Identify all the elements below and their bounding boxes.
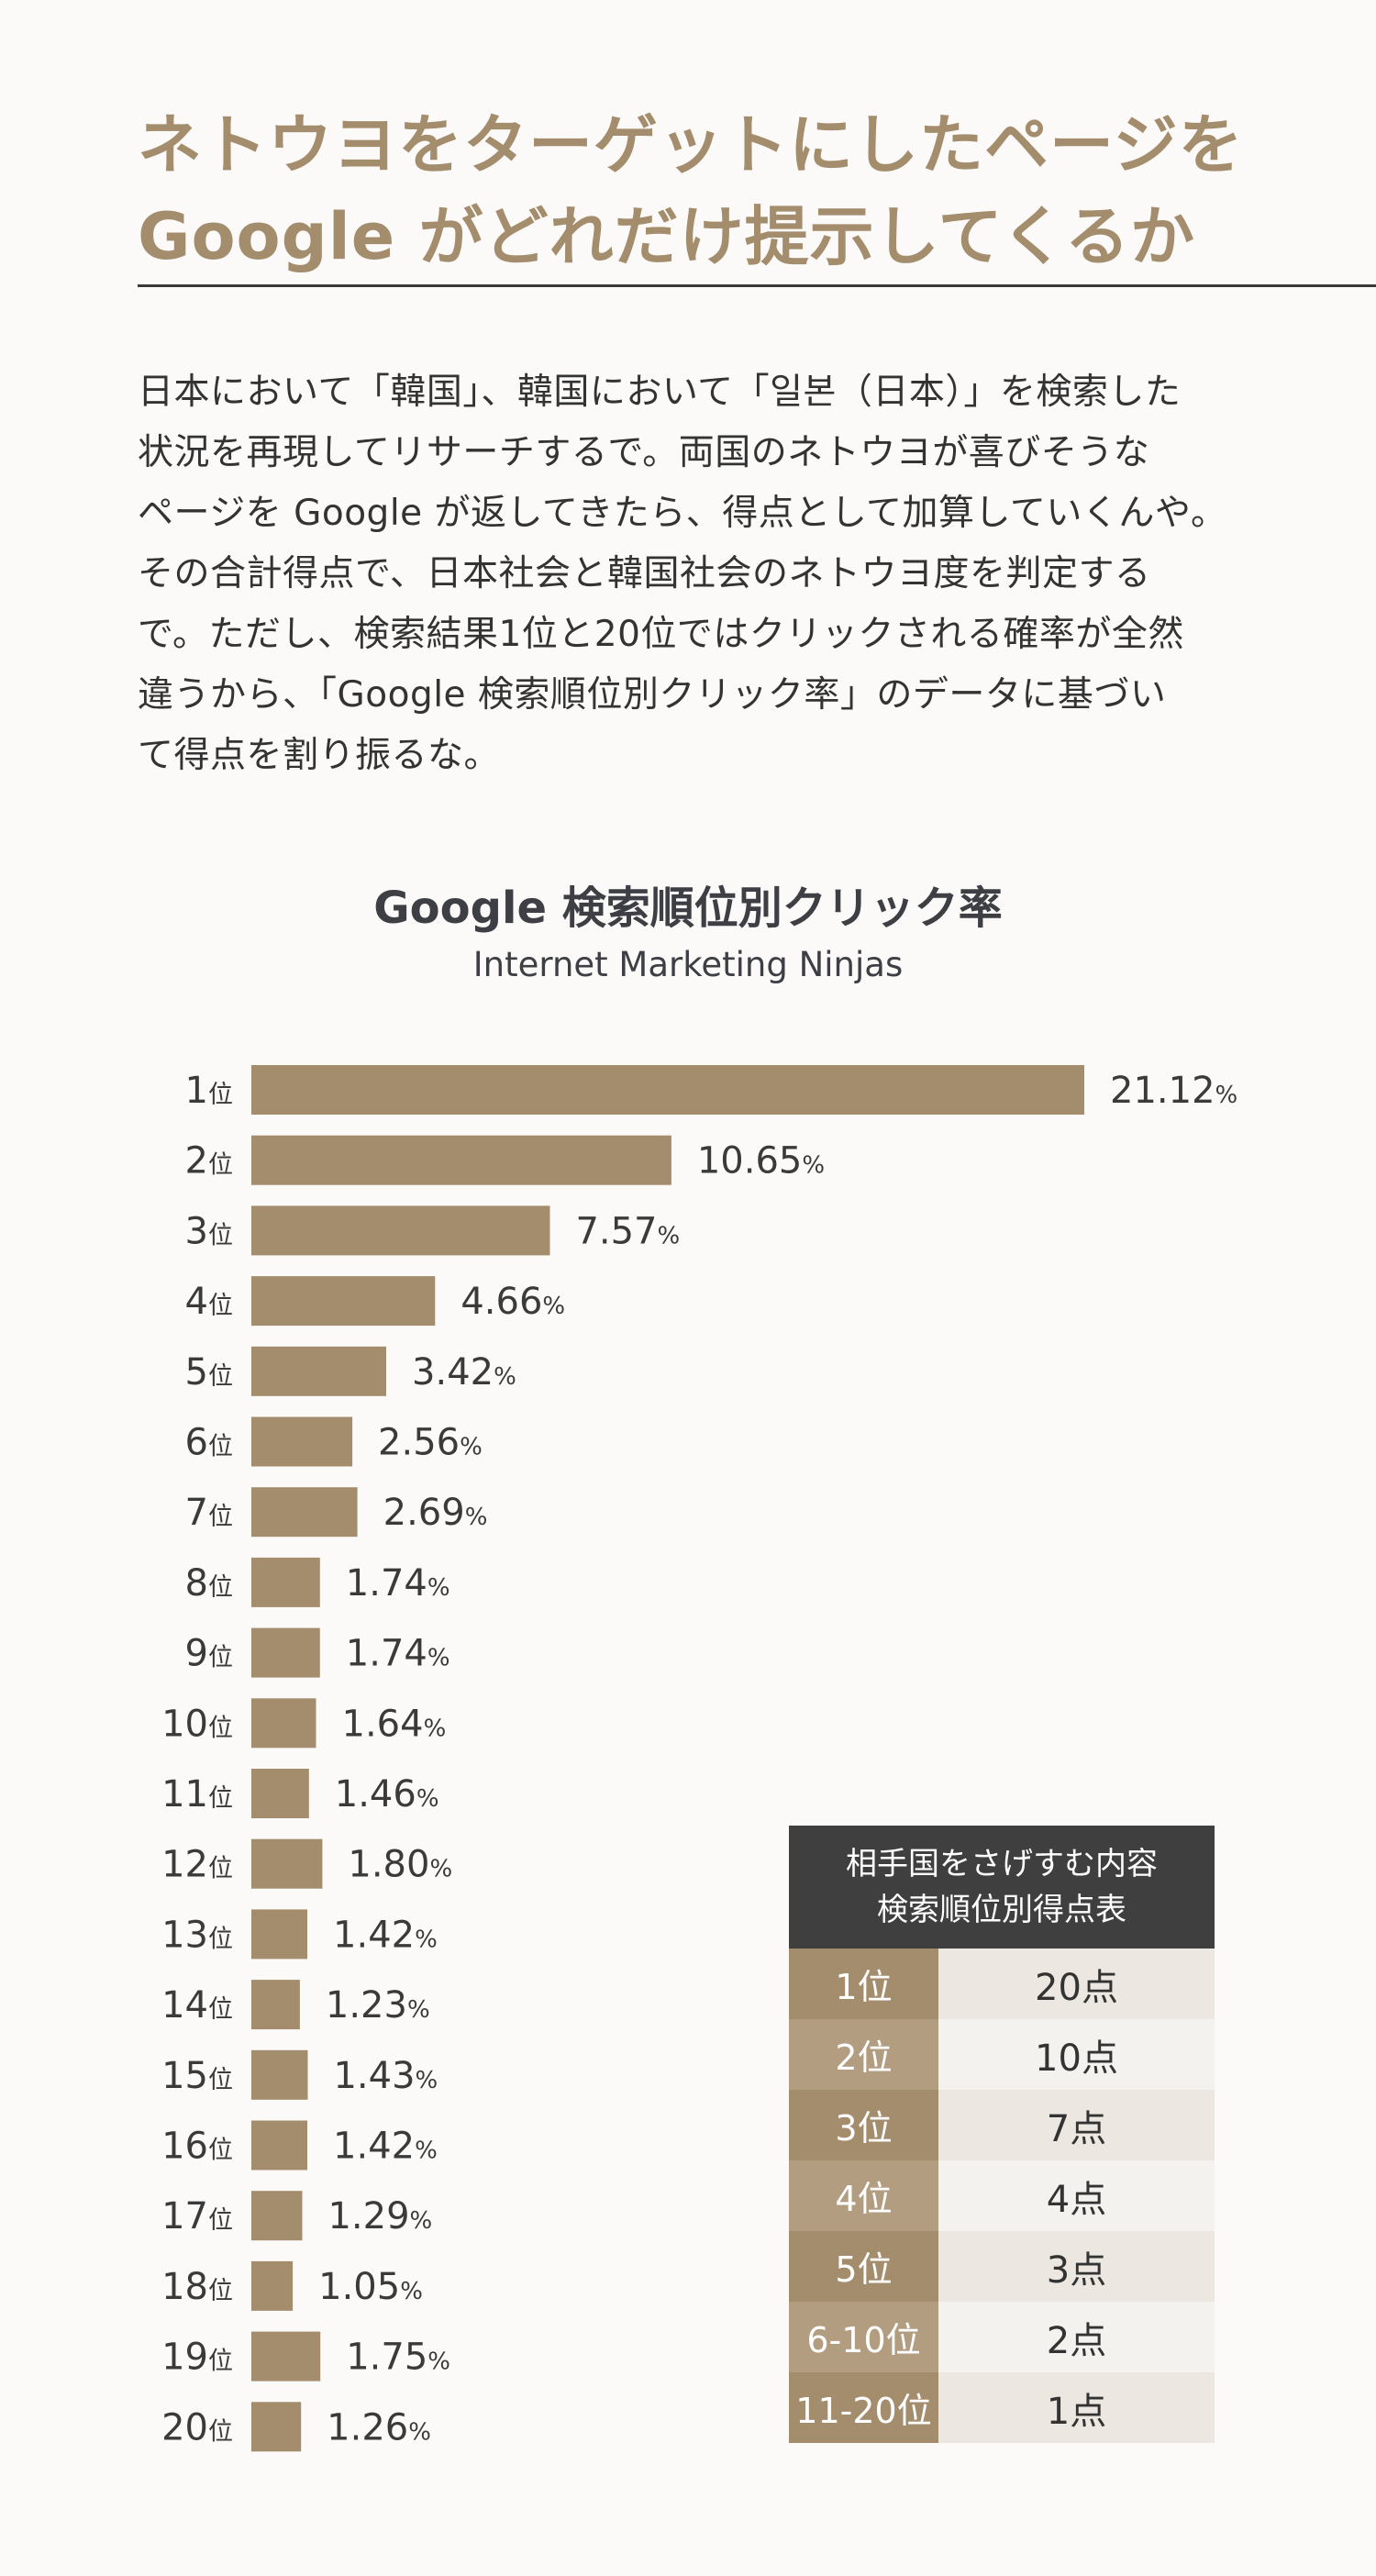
value-label: 1.05%	[318, 2266, 423, 2308]
score-points-cell: 10点	[938, 2019, 1215, 2090]
score-points-cell: 7点	[938, 2090, 1215, 2160]
category-label: 14位	[161, 1984, 233, 2026]
chart-title: Google 検索順位別クリック率	[373, 883, 1003, 934]
intro-line: 違うから、「Google 検索順位別クリック率」のデータに基づい	[138, 674, 1167, 716]
category-label: 1位	[185, 1070, 233, 1112]
value-label: 1.26%	[327, 2406, 431, 2448]
bar	[251, 1205, 550, 1256]
value-label: 4.66%	[461, 1281, 565, 1323]
page-title: ネトウヨをターゲットにしたページを Google がどれだけ提示してくるか	[138, 99, 1348, 283]
score-table-title-line-1: 相手国をさげすむ内容	[846, 1846, 1158, 1882]
score-rank-cell: 4位	[789, 2160, 938, 2231]
category-label: 10位	[161, 1703, 233, 1745]
bar	[251, 2260, 294, 2311]
category-label: 12位	[161, 1844, 233, 1886]
bar	[251, 2402, 302, 2452]
intro-line: て得点を割り振るな。	[138, 735, 501, 776]
bar	[251, 1416, 353, 1467]
score-rank-cell: 5位	[789, 2231, 938, 2302]
bar	[251, 1980, 300, 2030]
category-label: 2位	[185, 1140, 233, 1183]
value-label: 1.74%	[346, 1633, 450, 1675]
category-label: 7位	[185, 1492, 233, 1534]
bar	[251, 1487, 358, 1538]
category-label: 20位	[161, 2406, 233, 2448]
intro-line: その合計得点で、日本社会と韓国社会のネトウヨ度を判定する	[138, 553, 1151, 594]
score-table-row: 1位 20点	[789, 1949, 1215, 2019]
score-table-row: 3位 7点	[789, 2090, 1215, 2160]
bar	[251, 1838, 323, 1889]
category-label: 15位	[161, 2055, 233, 2097]
page-title-line-1: ネトウヨをターゲットにしたページを	[138, 107, 1244, 183]
page-title-line-2: Google がどれだけ提示してくるか	[138, 199, 1195, 274]
score-table-header: 相手国をさげすむ内容 検索順位別得点表	[789, 1826, 1215, 1949]
bar	[251, 1135, 671, 1185]
category-label: 16位	[161, 2126, 233, 2168]
value-label: 1.23%	[326, 1984, 430, 2026]
category-label: 13位	[161, 1914, 233, 1956]
score-rank-cell: 1位	[789, 1949, 938, 2019]
intro-paragraph: 日本において「韓国」、韓国において「일본（日本）」を検索した 状況を再現してリサ…	[138, 362, 1257, 786]
intro-line: 状況を再現してリサーチするで。両国のネトウヨが喜びそうな	[138, 432, 1150, 473]
value-label: 10.65%	[697, 1140, 825, 1183]
score-points-cell: 3点	[938, 2231, 1215, 2302]
category-label: 17位	[161, 2195, 233, 2237]
bar	[251, 1065, 1084, 1115]
intro-line: で。ただし、検索結果1位と20位ではクリックされる確率が全然	[138, 614, 1184, 655]
bar	[251, 1769, 309, 1818]
bar	[251, 2191, 303, 2241]
score-points-cell: 1点	[938, 2372, 1215, 2443]
title-divider	[138, 284, 1376, 287]
bar	[251, 1627, 320, 1678]
value-label: 2.69%	[383, 1492, 488, 1534]
score-table-row: 6-10位 2点	[789, 2302, 1215, 2372]
category-label: 5位	[185, 1351, 233, 1393]
bar	[251, 1346, 386, 1396]
score-rank-cell: 3位	[789, 2090, 938, 2160]
score-points-cell: 2点	[938, 2302, 1215, 2372]
bar	[251, 1698, 316, 1749]
score-table-row: 11-20位 1点	[789, 2372, 1215, 2443]
score-rank-cell: 11-20位	[789, 2372, 938, 2443]
score-points-cell: 20点	[938, 1949, 1215, 2019]
value-label: 7.57%	[575, 1210, 680, 1252]
score-table-row: 4位 4点	[789, 2160, 1215, 2231]
value-label: 1.75%	[346, 2337, 450, 2379]
score-table-row: 2位 10点	[789, 2019, 1215, 2090]
category-label: 4位	[185, 1281, 233, 1323]
category-label: 6位	[185, 1422, 233, 1464]
score-table-title-line-2: 検索順位別得点表	[877, 1892, 1126, 1928]
bar	[251, 2331, 321, 2382]
score-table-row: 5位 3点	[789, 2231, 1215, 2302]
bar	[251, 1909, 307, 1960]
category-label: 8位	[185, 1562, 233, 1604]
chart-subtitle: Internet Marketing Ninjas	[472, 945, 904, 984]
bar	[251, 1557, 320, 1607]
value-label: 21.12%	[1110, 1070, 1237, 1112]
intro-line: ページを Google が返してきたら、得点として加算していくんや。	[138, 493, 1227, 534]
score-rank-cell: 2位	[789, 2019, 938, 2090]
value-label: 1.42%	[333, 2126, 438, 2168]
value-label: 2.56%	[378, 1422, 483, 1464]
bar	[251, 2120, 307, 2171]
category-label: 3位	[185, 1210, 233, 1252]
value-label: 1.74%	[346, 1562, 450, 1604]
value-label: 1.64%	[342, 1703, 447, 1745]
value-label: 1.42%	[333, 1914, 438, 1956]
value-label: 1.29%	[327, 2195, 432, 2237]
category-label: 9位	[185, 1633, 233, 1675]
score-points-cell: 4点	[938, 2160, 1215, 2231]
category-label: 18位	[161, 2266, 233, 2308]
value-label: 1.46%	[335, 1773, 439, 1815]
value-label: 3.42%	[412, 1351, 516, 1393]
score-rank-cell: 6-10位	[789, 2302, 938, 2372]
category-label: 11位	[161, 1773, 233, 1815]
bar	[251, 2049, 308, 2100]
value-label: 1.43%	[333, 2055, 438, 2097]
bar	[251, 1276, 436, 1327]
category-label: 19位	[161, 2337, 233, 2379]
value-label: 1.80%	[348, 1844, 452, 1886]
intro-line: 日本において「韓国」、韓国において「일본（日本）」を検索した	[138, 372, 1182, 413]
